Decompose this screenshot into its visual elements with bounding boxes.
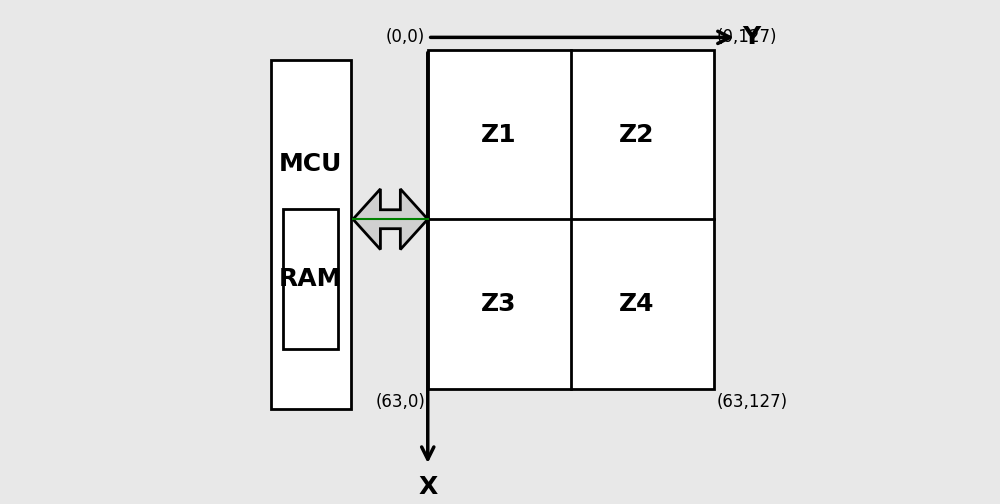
Text: MCU: MCU xyxy=(279,152,342,176)
Text: (0,127): (0,127) xyxy=(717,28,777,46)
Text: (63,127): (63,127) xyxy=(717,393,788,411)
Polygon shape xyxy=(353,189,428,249)
Bar xyxy=(271,60,351,409)
Text: (63,0): (63,0) xyxy=(375,393,425,411)
Text: X: X xyxy=(418,475,437,499)
Text: Z2: Z2 xyxy=(619,122,655,147)
Text: Y: Y xyxy=(743,25,761,49)
Text: Z4: Z4 xyxy=(619,292,655,316)
Bar xyxy=(428,50,714,389)
Bar xyxy=(283,209,338,349)
Text: RAM: RAM xyxy=(279,267,342,291)
Text: (0,0): (0,0) xyxy=(386,28,425,46)
Text: Z1: Z1 xyxy=(481,122,516,147)
Text: Z3: Z3 xyxy=(481,292,516,316)
